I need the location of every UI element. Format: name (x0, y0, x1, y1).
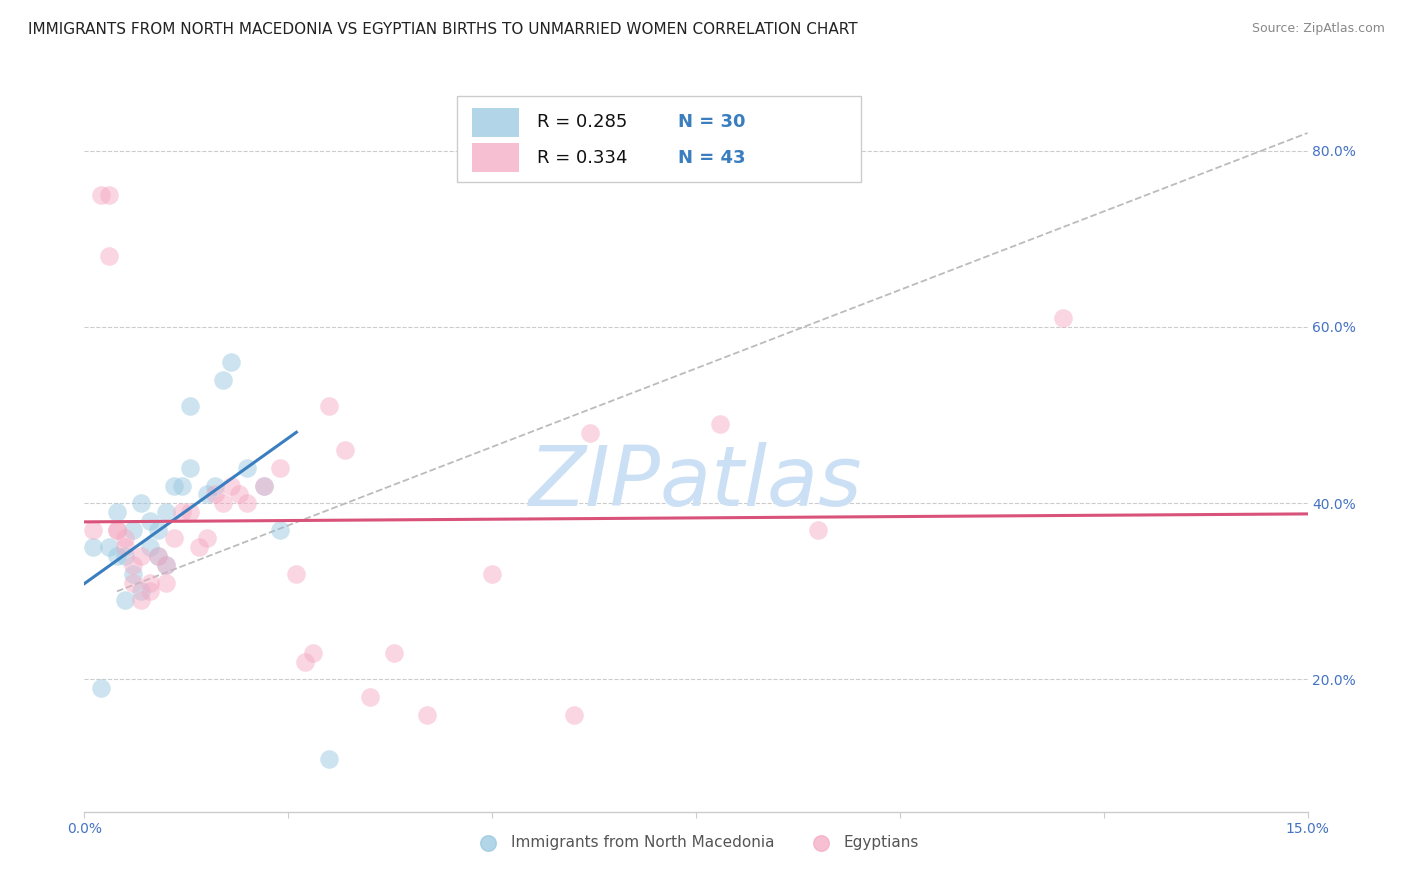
Point (146, 523, 169, 537)
Text: N = 43: N = 43 (678, 149, 745, 167)
Point (122, 558, 145, 572)
Point (155, 575, 177, 590)
Text: IMMIGRANTS FROM NORTH MACEDONIA VS EGYPTIAN BIRTHS TO UNMARRIED WOMEN CORRELATIO: IMMIGRANTS FROM NORTH MACEDONIA VS EGYPT… (28, 22, 858, 37)
Point (416, 707, 439, 722)
Point (114, 593, 136, 607)
Point (163, 532, 186, 546)
Point (90, 187, 112, 202)
Point (105, 549, 128, 563)
Bar (457, 96, 860, 182)
Point (105, 505, 128, 519)
Point (155, 558, 177, 572)
Point (1052, 311, 1074, 326)
Text: Source: ZipAtlas.com: Source: ZipAtlas.com (1251, 22, 1385, 36)
Point (219, 355, 242, 369)
Point (382, 646, 405, 660)
Point (179, 399, 201, 413)
Point (122, 566, 145, 581)
Point (204, 487, 226, 501)
Point (172, 478, 194, 492)
Point (138, 584, 160, 599)
Point (163, 478, 186, 492)
Point (285, 566, 308, 581)
Point (155, 505, 177, 519)
Point (122, 575, 145, 590)
Text: R = 0.285: R = 0.285 (537, 113, 627, 131)
Point (122, 523, 145, 537)
Point (114, 541, 136, 555)
Point (138, 575, 160, 590)
Point (187, 541, 209, 555)
Point (138, 514, 160, 528)
Text: R = 0.334: R = 0.334 (537, 149, 627, 167)
Point (155, 558, 177, 572)
Point (82, 523, 104, 537)
Point (179, 505, 201, 519)
Point (219, 478, 242, 492)
Point (359, 690, 381, 705)
Point (131, 593, 153, 607)
Point (172, 505, 194, 519)
Point (195, 532, 218, 546)
Point (481, 566, 503, 581)
Point (114, 549, 136, 563)
Text: N = 30: N = 30 (678, 113, 745, 131)
Point (97, 249, 120, 263)
Legend: Immigrants from North Macedonia, Egyptians: Immigrants from North Macedonia, Egyptia… (467, 830, 925, 856)
Point (709, 417, 731, 431)
Point (82, 541, 104, 555)
Point (212, 373, 235, 387)
Bar (472, 144, 519, 172)
Point (131, 584, 153, 599)
Point (195, 487, 218, 501)
Point (131, 549, 153, 563)
Text: ZIPatlas: ZIPatlas (529, 442, 863, 523)
Point (97, 541, 120, 555)
Point (146, 549, 169, 563)
Point (318, 752, 340, 766)
Point (105, 523, 128, 537)
Point (228, 487, 250, 501)
Point (236, 461, 259, 475)
Point (236, 496, 259, 510)
Point (114, 532, 136, 546)
Point (269, 523, 291, 537)
Point (579, 425, 602, 440)
Point (269, 461, 291, 475)
Point (464, 144, 486, 158)
Point (97, 187, 120, 202)
Point (90, 681, 112, 696)
Point (204, 478, 226, 492)
Bar (472, 108, 519, 136)
Point (179, 461, 201, 475)
Point (807, 523, 830, 537)
Point (253, 478, 276, 492)
Point (212, 496, 235, 510)
Point (131, 496, 153, 510)
Point (138, 541, 160, 555)
Point (335, 443, 357, 458)
Point (562, 707, 585, 722)
Point (318, 399, 340, 413)
Point (301, 646, 323, 660)
Point (105, 523, 128, 537)
Point (294, 655, 316, 669)
Point (146, 549, 169, 563)
Point (253, 478, 276, 492)
